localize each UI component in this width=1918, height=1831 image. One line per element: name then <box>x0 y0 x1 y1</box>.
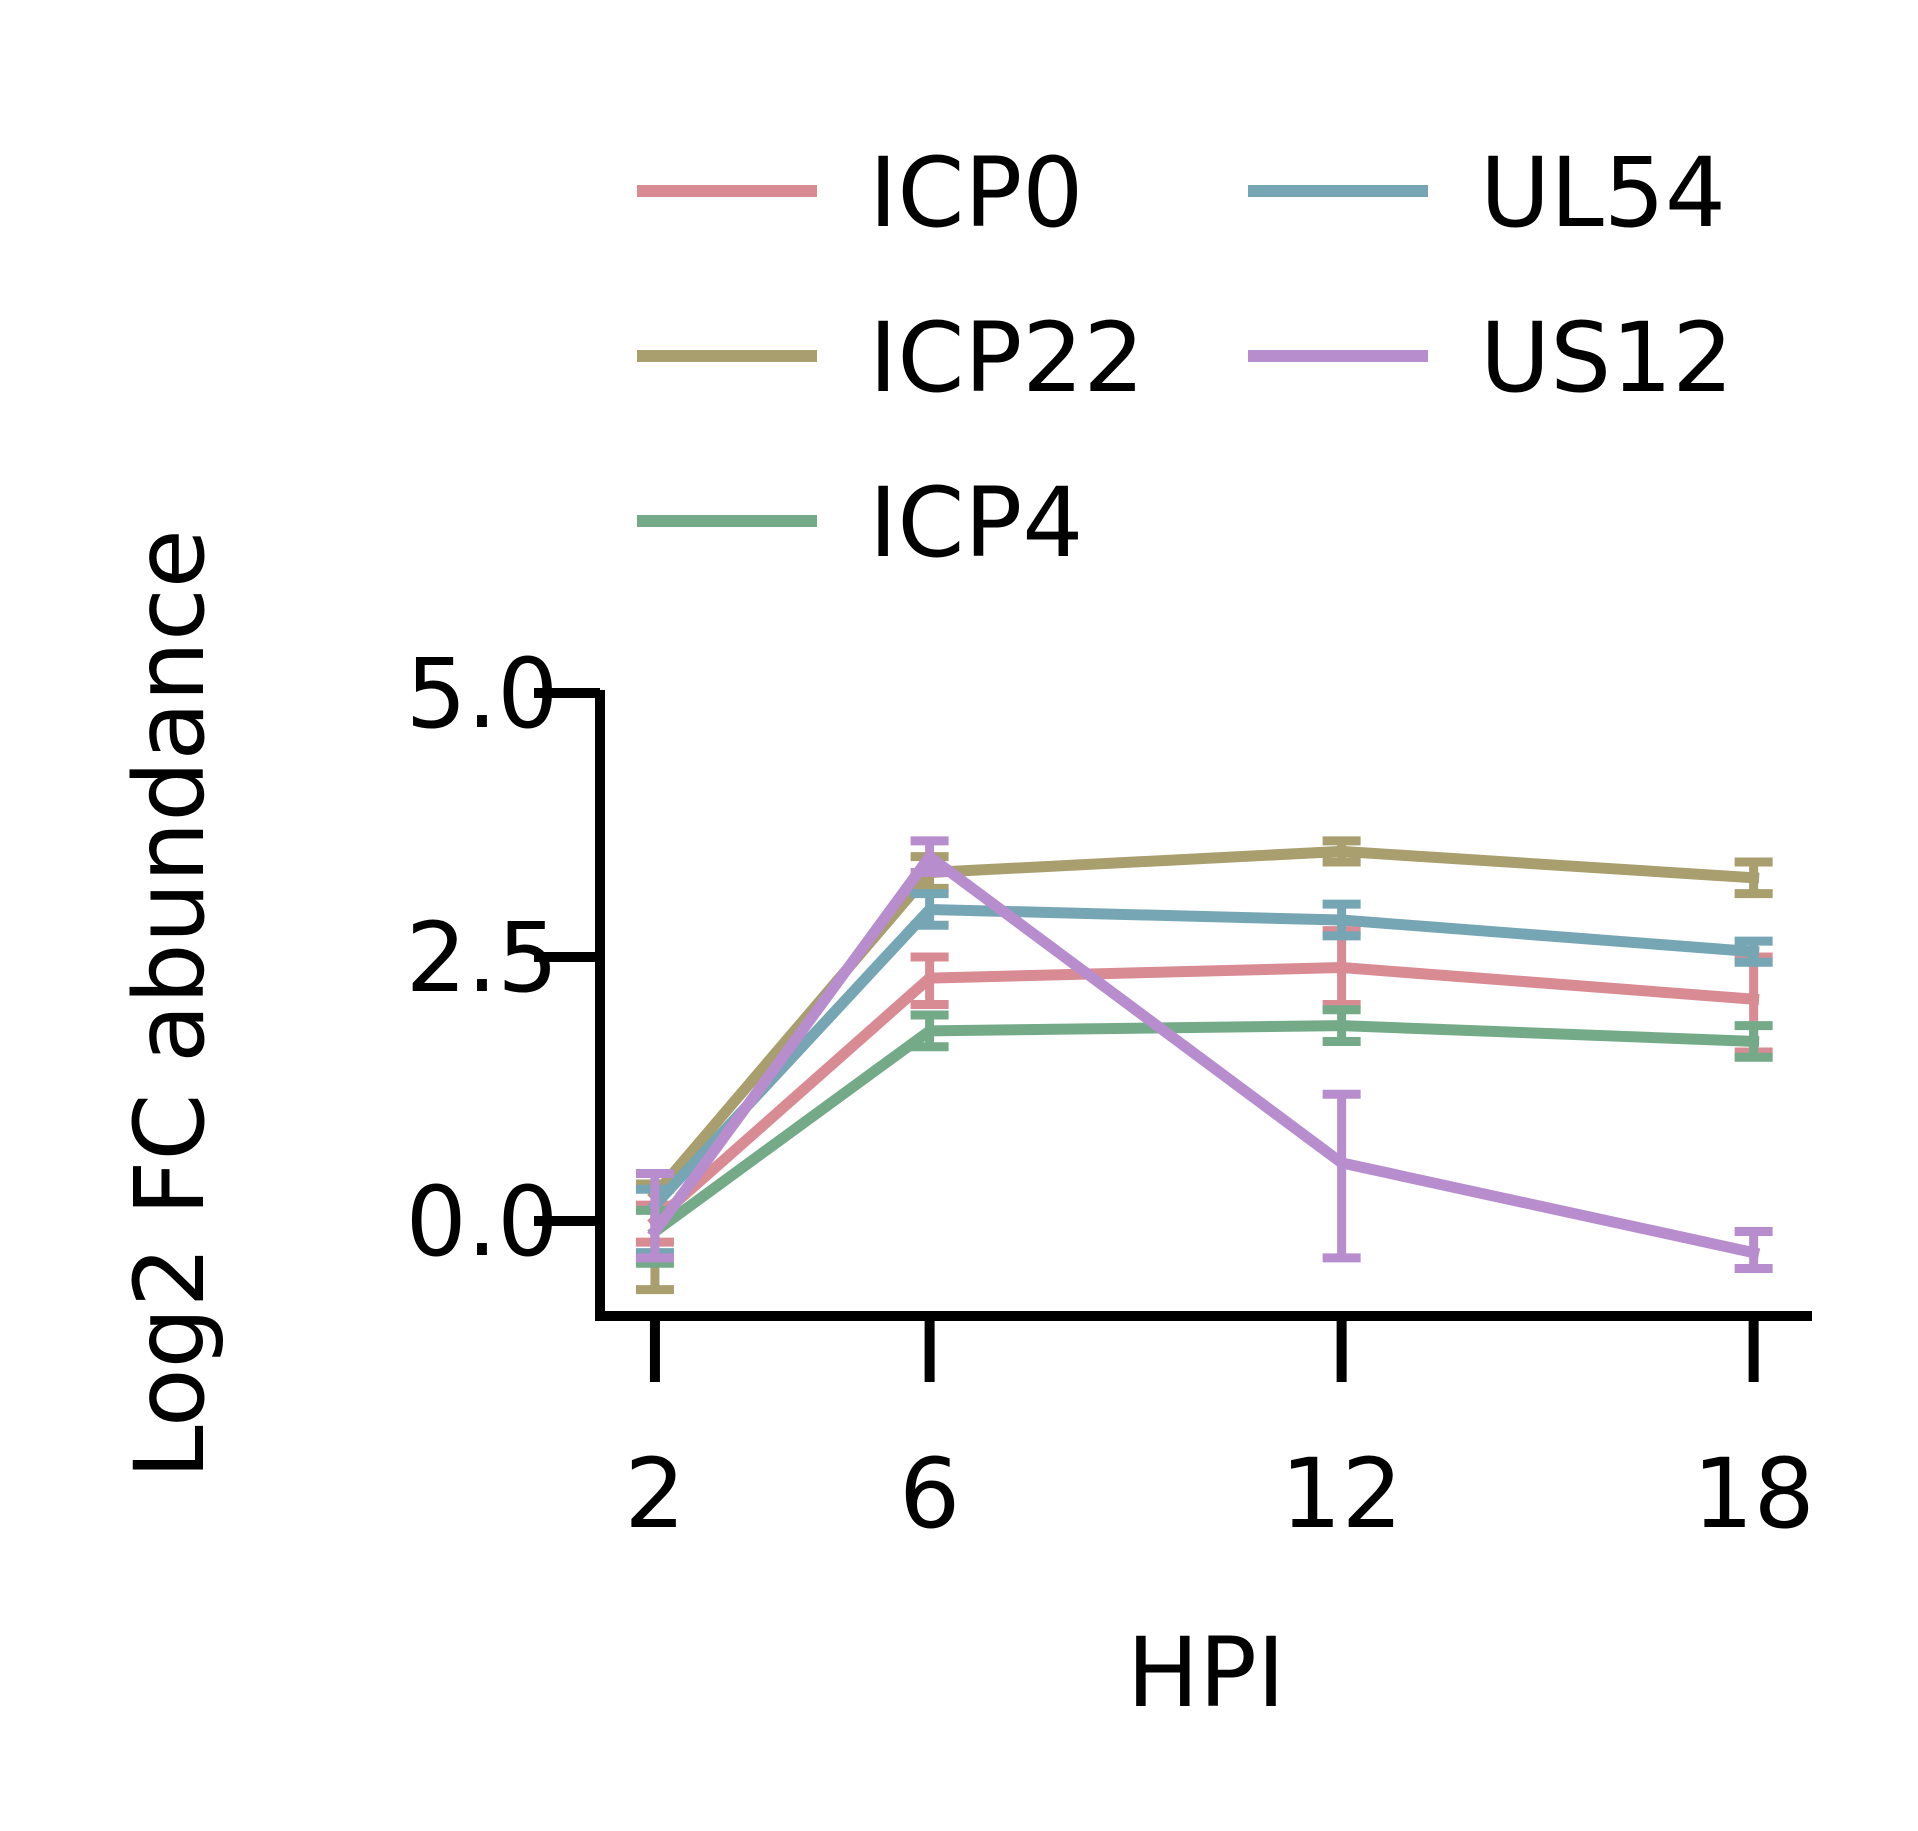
legend-label: ICP0 <box>869 137 1083 249</box>
x-tick-label: 12 <box>1281 1438 1403 1550</box>
series-line <box>647 962 1760 1229</box>
legend-item-ul54: UL54 <box>1248 137 1726 249</box>
x-axis-label: HPI <box>1127 1617 1285 1729</box>
series-us12 <box>635 836 1773 1273</box>
y-tick-label: 2.5 <box>406 902 559 1014</box>
legend: ICP0 ICP22 ICP4 UL54 US12 <box>637 137 1733 579</box>
legend-label: ICP4 <box>869 467 1083 579</box>
series-line <box>647 851 1761 1260</box>
y-axis-label: Log2 FC abundance <box>114 529 226 1479</box>
series-line <box>647 1020 1760 1240</box>
legend-item-us12: US12 <box>1248 302 1733 414</box>
y-tick-label: 0.0 <box>406 1166 559 1278</box>
axes: 0.0 2.5 5.0 2 6 12 18 <box>406 638 1815 1550</box>
legend-label: ICP22 <box>869 302 1144 414</box>
y-tick-label: 5.0 <box>406 638 559 750</box>
series-line <box>647 845 1760 1203</box>
x-tick-label: 2 <box>624 1438 685 1550</box>
x-tick-label: 6 <box>899 1438 960 1550</box>
series-icp0 <box>635 926 1773 1247</box>
legend-item-icp22: ICP22 <box>637 302 1144 414</box>
legend-item-icp0: ICP0 <box>637 137 1083 249</box>
series-ul54 <box>635 889 1773 1258</box>
series-line <box>647 903 1760 1213</box>
legend-item-icp4: ICP4 <box>637 467 1083 579</box>
series-layer <box>635 836 1773 1295</box>
legend-label: UL54 <box>1480 137 1726 249</box>
x-tick-label: 18 <box>1693 1438 1815 1550</box>
legend-label: US12 <box>1480 302 1733 414</box>
